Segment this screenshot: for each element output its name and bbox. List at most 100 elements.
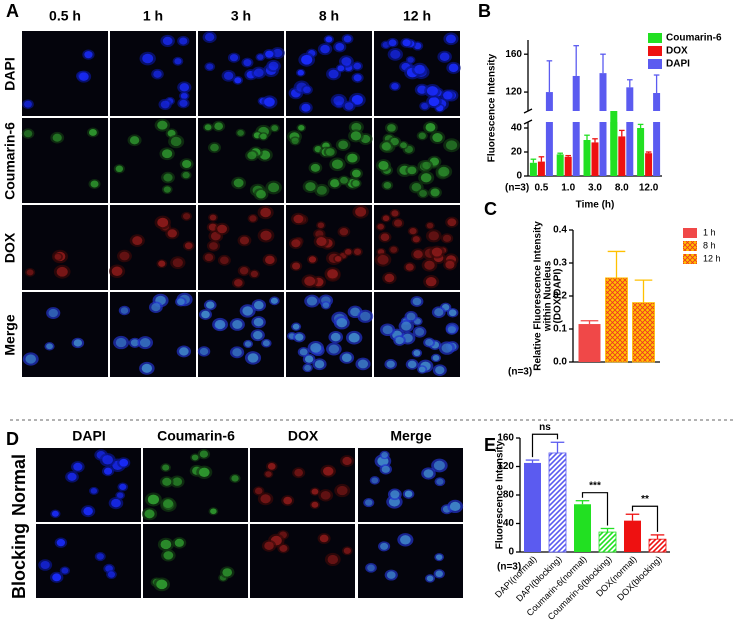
nucleus [355,207,367,217]
row-label: Blocking [9,523,29,599]
nucleus [421,102,429,110]
x-tick-label: 12.0 [639,183,659,194]
nucleus [167,229,177,238]
nucleus [412,297,422,306]
bar [545,92,553,111]
nucleus [214,319,226,330]
nucleus [380,233,390,241]
nucleus [447,326,456,334]
nucleus [84,51,93,59]
nucleus [250,270,259,278]
nucleus [320,44,330,54]
bar [529,162,537,176]
nucleus [339,227,349,236]
row-label: DAPI [2,57,18,90]
nucleus [343,35,352,43]
nucleus [351,122,362,132]
panel-label: C [484,199,497,219]
y-tick-label: 20 [511,147,523,158]
nucleus [163,499,174,508]
nucleus [411,183,422,192]
nucleus [160,100,170,109]
nucleus [25,354,37,364]
nucleus [384,273,395,283]
nucleus [344,102,354,110]
nucleus [115,165,124,173]
nucleus [265,50,274,58]
nucleus [448,63,459,73]
nucleus [239,236,250,245]
nucleus [214,122,223,130]
bar [645,153,653,176]
bar [599,73,607,111]
nucleus [182,171,190,179]
row-label: Normal [9,454,29,516]
nucleus [378,160,389,170]
nucleus [304,276,316,286]
nucleus [386,360,395,368]
nucleus [400,535,411,545]
panel-label: E [484,435,496,455]
nucleus [436,478,444,485]
nucleus [96,553,104,560]
nucleus [160,539,172,550]
nucleus [162,36,173,46]
nucleus [425,276,437,287]
sample-note: (n=3) [497,562,521,573]
nucleus [435,570,443,578]
nucleus [247,151,257,160]
nucleus [308,256,317,263]
nucleus [377,223,384,230]
nucleus [234,77,242,84]
nucleus [434,308,444,317]
nucleus [445,140,458,151]
nucleus [231,475,239,482]
nucleus [317,222,325,229]
nucleus [254,301,264,310]
nucleus [67,472,77,481]
nucleus [83,507,93,516]
nucleus [391,210,399,217]
nucleus [210,508,217,515]
nucleus [61,567,69,574]
nucleus [303,86,311,94]
nucleus [167,129,176,137]
nucleus [336,318,348,328]
legend-swatch [648,46,662,56]
nucleus [210,143,219,152]
nucleus [352,180,360,187]
nucleus [319,534,329,543]
nucleus [90,488,98,494]
nucleus [264,541,274,550]
nucleus [334,255,342,262]
y-axis-label: Fluorescence Intensity [487,53,498,162]
sample-note: (n=3) [508,367,532,378]
micrograph [110,205,196,290]
panel-label: D [6,429,19,449]
y-axis-label: within Nucleus [543,260,554,332]
nucleus [201,310,210,319]
y-tick-label: 0.0 [553,357,567,368]
nucleus [418,132,426,140]
nucleus [311,488,319,495]
sample-note: (n=3) [505,183,529,194]
bar [548,452,567,553]
nucleus [331,159,343,170]
nucleus [177,298,185,306]
x-tick-label: 8.0 [615,183,629,194]
nucleus [335,43,345,51]
bar [572,75,580,111]
nucleus [162,477,172,486]
nucleus [400,142,407,149]
y-tick-label: 0 [508,547,514,558]
nucleus [380,542,389,550]
nucleus [182,213,191,220]
micrograph [250,448,355,522]
y-tick-label: 120 [505,87,522,98]
y-tick-label: 0.3 [553,258,567,269]
nucleus [265,471,272,477]
nucleus [142,53,154,64]
legend-swatch [683,241,697,251]
y-tick-label: 80 [503,490,515,501]
nucleus [418,366,426,373]
